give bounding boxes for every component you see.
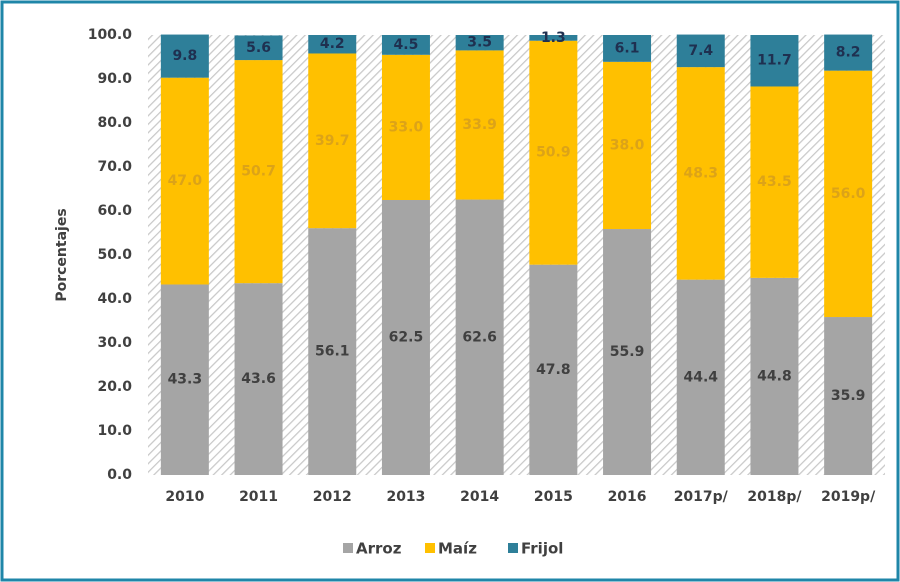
legend-label: Frijol bbox=[521, 540, 563, 558]
bar-segment bbox=[381, 54, 430, 200]
bar-segment bbox=[824, 34, 873, 71]
x-tick-label: 2011 bbox=[239, 489, 278, 505]
value-label: 38.0 bbox=[610, 137, 645, 153]
y-tick-label: 90.0 bbox=[97, 71, 132, 87]
x-tick-label: 2013 bbox=[386, 489, 425, 505]
value-label: 4.5 bbox=[394, 37, 419, 53]
value-label: 7.4 bbox=[688, 43, 713, 59]
y-tick-label: 10.0 bbox=[97, 423, 132, 439]
value-label: 33.9 bbox=[462, 117, 497, 133]
x-tick-label: 2016 bbox=[608, 489, 647, 505]
x-tick-label: 2017p/ bbox=[674, 489, 729, 505]
bar-segment bbox=[160, 284, 209, 475]
legend-label: Maíz bbox=[438, 540, 477, 558]
value-label: 48.3 bbox=[683, 165, 718, 181]
bar-segment bbox=[234, 283, 283, 475]
legend-label: Arroz bbox=[356, 540, 402, 558]
bar-segment bbox=[308, 53, 357, 229]
legend-swatch bbox=[425, 543, 435, 553]
bar-segment bbox=[603, 61, 652, 230]
y-tick-label: 50.0 bbox=[97, 247, 132, 263]
y-tick-label: 70.0 bbox=[97, 159, 132, 175]
bar-segment bbox=[676, 34, 725, 68]
bar-segment bbox=[234, 60, 283, 284]
x-tick-label: 2019p/ bbox=[821, 489, 876, 505]
y-tick-label: 40.0 bbox=[97, 291, 132, 307]
value-label: 35.9 bbox=[831, 388, 866, 404]
x-tick-label: 2014 bbox=[460, 489, 499, 505]
bar-segment bbox=[603, 229, 652, 475]
bar-segment bbox=[750, 86, 799, 278]
x-tick-label: 2018p/ bbox=[747, 489, 802, 505]
bar-segment bbox=[308, 228, 357, 475]
value-label: 1.3 bbox=[541, 30, 566, 46]
bar-segment bbox=[529, 264, 578, 475]
bar-segment bbox=[160, 34, 209, 78]
value-label: 9.8 bbox=[172, 48, 197, 64]
value-label: 44.8 bbox=[757, 368, 792, 384]
value-label: 62.6 bbox=[462, 329, 497, 345]
y-axis-label: Porcentajes bbox=[54, 208, 70, 301]
bar-segment bbox=[824, 317, 873, 475]
bar-segment bbox=[308, 35, 357, 54]
value-label: 47.8 bbox=[536, 362, 571, 378]
value-label: 56.1 bbox=[315, 344, 350, 360]
bar-segment bbox=[750, 277, 799, 475]
value-label: 47.0 bbox=[168, 173, 203, 189]
value-label: 11.7 bbox=[757, 53, 792, 69]
bar-segment bbox=[529, 40, 578, 265]
y-tick-label: 60.0 bbox=[97, 203, 132, 219]
value-label: 50.7 bbox=[241, 164, 276, 180]
y-tick-label: 80.0 bbox=[97, 115, 132, 131]
value-label: 55.9 bbox=[610, 344, 645, 360]
bar-segment bbox=[455, 199, 504, 475]
y-tick-label: 100.0 bbox=[88, 27, 133, 43]
bar-segment bbox=[455, 50, 504, 200]
value-label: 43.3 bbox=[168, 372, 203, 388]
bar-segment bbox=[750, 35, 799, 87]
value-label: 8.2 bbox=[836, 45, 861, 61]
legend-swatch bbox=[343, 543, 353, 553]
bar-segment bbox=[603, 35, 652, 62]
value-label: 43.6 bbox=[241, 371, 276, 387]
value-label: 5.6 bbox=[246, 40, 271, 56]
value-label: 62.5 bbox=[389, 330, 424, 346]
legend-swatch bbox=[508, 543, 518, 553]
y-tick-label: 0.0 bbox=[107, 467, 132, 483]
bar-segment bbox=[381, 200, 430, 475]
value-label: 56.0 bbox=[831, 186, 866, 202]
y-tick-label: 20.0 bbox=[97, 379, 132, 395]
bar-segment bbox=[676, 67, 725, 280]
bar-segment bbox=[676, 279, 725, 475]
value-label: 43.5 bbox=[757, 174, 792, 190]
bar-segment bbox=[824, 70, 873, 318]
x-tick-label: 2010 bbox=[165, 489, 204, 505]
value-label: 39.7 bbox=[315, 133, 350, 149]
bar-segment bbox=[160, 77, 209, 285]
bar-segment bbox=[381, 35, 430, 55]
bar-segment bbox=[529, 35, 578, 41]
bar-segment bbox=[455, 35, 504, 51]
value-label: 3.5 bbox=[467, 35, 492, 51]
x-tick-label: 2015 bbox=[534, 489, 573, 505]
bar-segment bbox=[234, 35, 283, 61]
value-label: 33.0 bbox=[389, 119, 424, 135]
value-label: 4.2 bbox=[320, 36, 345, 52]
x-tick-label: 2012 bbox=[313, 489, 352, 505]
value-label: 44.4 bbox=[683, 369, 718, 385]
value-label: 6.1 bbox=[615, 40, 640, 56]
value-label: 50.9 bbox=[536, 145, 571, 161]
y-tick-label: 30.0 bbox=[97, 335, 132, 351]
